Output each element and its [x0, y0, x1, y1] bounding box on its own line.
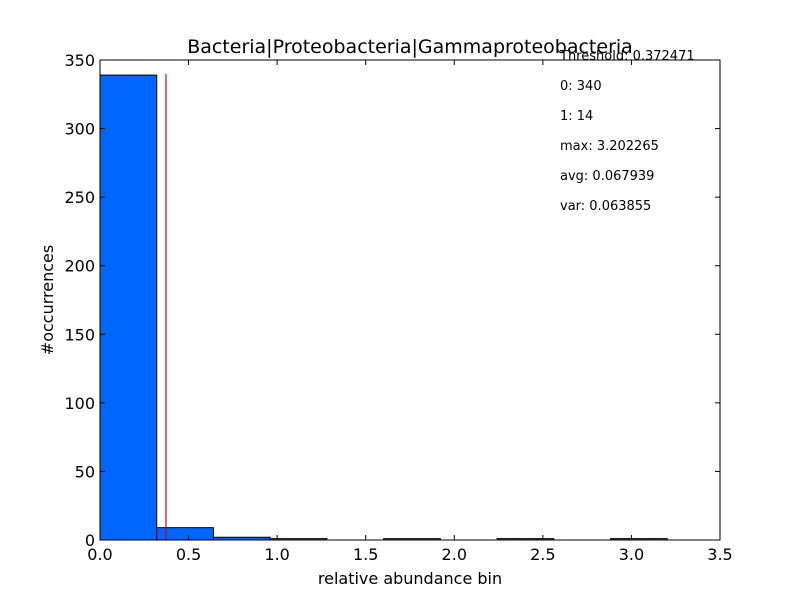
histogram-bar-1: [156, 527, 214, 541]
annotation-count-1: 1: 14: [560, 109, 593, 124]
stats-annotations: Threshold: 0.372471 0: 340 1: 14 max: 3.…: [559, 49, 695, 214]
annotation-count-0: 0: 340: [560, 79, 602, 94]
annotation-max: max: 3.202265: [560, 139, 659, 154]
y-tick-label: 50: [75, 462, 95, 481]
y-tick-label: 200: [64, 257, 95, 276]
y-tick-label: 300: [64, 120, 95, 139]
x-axis-ticks: 0.0 0.5 1.0 1.5 2.0 2.5 3.0 3.5: [87, 60, 733, 564]
plot-frame: [99, 59, 721, 541]
y-tick-label: 0: [85, 531, 95, 550]
x-tick-label: 2.5: [530, 545, 555, 564]
x-tick-label: 1.0: [264, 545, 289, 564]
y-tick-label: 100: [64, 394, 95, 413]
y-axis-label: #occurrences: [38, 245, 57, 355]
histogram-bars: [99, 74, 668, 541]
x-axis-label: relative abundance bin: [318, 569, 502, 588]
annotation-avg: avg: 0.067939: [560, 169, 654, 184]
x-tick-label: 0.5: [176, 545, 201, 564]
y-tick-label: 150: [64, 325, 95, 344]
chart-title: Bacteria|Proteobacteria|Gammaproteobacte…: [187, 36, 633, 58]
x-tick-label: 3.0: [619, 545, 644, 564]
x-tick-label: 1.5: [353, 545, 378, 564]
y-tick-label: 350: [64, 51, 95, 70]
annotation-var: var: 0.063855: [560, 199, 651, 214]
x-tick-label: 2.0: [442, 545, 467, 564]
x-tick-label: 3.5: [707, 545, 732, 564]
annotation-threshold: Threshold: 0.372471: [559, 49, 695, 64]
y-tick-label: 250: [64, 188, 95, 207]
plot-area: [100, 60, 720, 540]
x-tick-label: 0.0: [87, 545, 112, 564]
y-axis-ticks: 0 50 100 150 200 250 300 350: [64, 51, 720, 550]
histogram-bar-0: [99, 74, 158, 541]
